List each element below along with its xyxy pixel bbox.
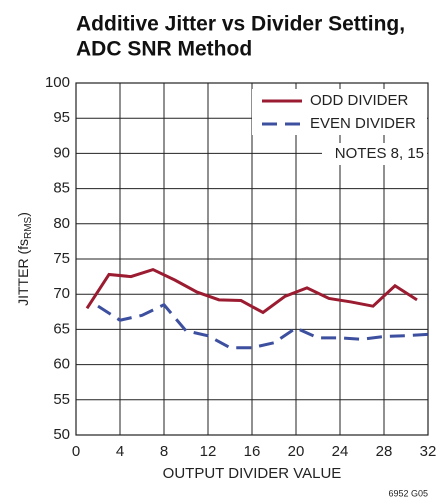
y-tick-label: 95	[53, 109, 70, 126]
y-axis-label-part: )	[15, 212, 31, 217]
legend-label: EVEN DIVIDER	[310, 115, 416, 132]
chart-title: ADC SNR Method	[76, 38, 252, 61]
x-tick-label: 0	[72, 443, 80, 460]
x-tick-label: 16	[244, 443, 261, 460]
x-tick-label: 20	[288, 443, 305, 460]
y-axis-label: JITTER (fsRMS)	[15, 212, 34, 306]
y-tick-label: 100	[45, 74, 70, 91]
x-tick-label: 4	[116, 443, 124, 460]
annotation: NOTES 8, 15	[335, 145, 424, 162]
chart-title: Additive Jitter vs Divider Setting,	[76, 13, 405, 36]
x-tick-label: 8	[160, 443, 168, 460]
y-tick-label: 90	[53, 144, 70, 161]
legend-background	[252, 89, 427, 135]
footer: 6952 G05	[388, 488, 428, 498]
y-tick-label: 75	[53, 250, 70, 267]
y-axis-label-sub: RMS	[23, 216, 34, 239]
y-tick-label: 55	[53, 391, 70, 408]
x-tick-label: 28	[376, 443, 393, 460]
data-line	[97, 302, 429, 350]
x-tick-label: 12	[200, 443, 217, 460]
y-tick-label: 85	[53, 180, 70, 197]
plot-border	[75, 82, 429, 436]
y-tick-label: 70	[53, 285, 70, 302]
y-tick-label: 50	[53, 426, 70, 443]
y-tick-label: 65	[53, 320, 70, 337]
y-axis-label-part: JITTER (fs	[15, 239, 31, 306]
x-tick-label: 32	[420, 443, 436, 460]
legend-label: ODD DIVIDER	[310, 92, 409, 109]
y-tick-label: 60	[53, 356, 70, 373]
annotation-background	[322, 143, 427, 165]
x-axis-label: OUTPUT DIVIDER VALUE	[163, 465, 342, 482]
x-tick-label: 24	[332, 443, 349, 460]
y-tick-label: 80	[53, 215, 70, 232]
data-line	[85, 267, 418, 315]
